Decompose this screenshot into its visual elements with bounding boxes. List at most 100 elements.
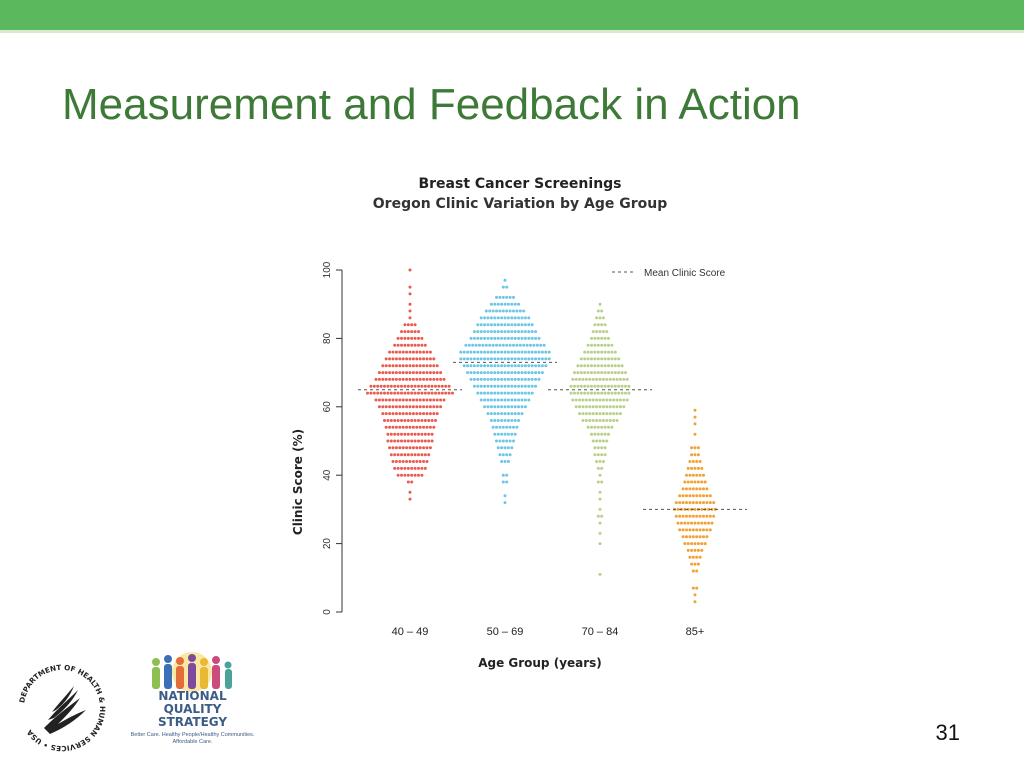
data-point xyxy=(598,302,602,306)
data-point xyxy=(596,309,600,313)
data-point xyxy=(583,384,587,388)
data-point xyxy=(590,425,593,429)
data-point xyxy=(520,350,524,354)
beeswarm-chart: 0 20 40 60 80 100 40 – 49 50 – 69 70 – 84 85+ Cl… xyxy=(291,261,747,670)
data-point xyxy=(377,405,381,409)
data-point xyxy=(405,412,409,416)
data-point xyxy=(411,377,415,381)
data-point xyxy=(590,350,593,354)
data-point xyxy=(439,398,443,402)
data-point xyxy=(462,357,466,361)
data-point xyxy=(496,398,500,402)
data-point xyxy=(400,439,403,443)
data-point xyxy=(389,453,393,457)
data-point xyxy=(505,439,509,443)
data-point xyxy=(698,487,702,491)
data-point xyxy=(401,425,405,429)
data-point xyxy=(586,371,590,375)
data-point xyxy=(400,336,403,340)
data-point xyxy=(695,535,699,539)
data-point xyxy=(679,521,683,525)
data-point xyxy=(428,398,432,402)
data-point xyxy=(500,412,504,416)
data-point xyxy=(489,364,493,368)
data-point xyxy=(418,412,422,416)
data-point xyxy=(486,391,490,395)
data-point xyxy=(513,377,517,381)
data-point xyxy=(506,323,510,327)
data-point xyxy=(506,446,510,450)
data-point xyxy=(503,330,507,334)
data-point xyxy=(439,405,443,409)
data-point xyxy=(476,336,480,340)
data-point xyxy=(377,371,381,375)
data-point xyxy=(427,453,431,457)
data-point xyxy=(523,391,527,395)
data-point xyxy=(417,343,420,347)
data-point xyxy=(523,398,527,402)
data-point xyxy=(707,507,711,511)
data-point xyxy=(685,501,688,505)
data-point xyxy=(598,507,602,511)
data-point xyxy=(540,364,544,368)
data-point xyxy=(678,501,682,505)
data-point xyxy=(581,405,585,409)
data-point xyxy=(596,350,600,354)
slide-title: Measurement and Feedback in Action xyxy=(62,80,801,129)
data-point xyxy=(691,528,695,532)
data-point xyxy=(503,364,507,368)
data-point xyxy=(425,371,429,375)
data-point xyxy=(423,466,427,470)
data-point xyxy=(691,555,695,559)
data-point xyxy=(598,330,602,334)
data-point xyxy=(517,336,521,340)
data-point xyxy=(513,323,517,327)
data-point xyxy=(383,419,386,422)
data-point xyxy=(598,473,602,477)
data-point xyxy=(593,364,597,368)
y-tick-label: 40 xyxy=(322,469,333,481)
data-point xyxy=(513,432,517,436)
data-point xyxy=(510,336,514,340)
data-point xyxy=(530,323,534,327)
data-point xyxy=(383,384,386,388)
data-point xyxy=(396,391,400,395)
data-point xyxy=(496,350,500,354)
data-point xyxy=(518,309,522,313)
data-point xyxy=(523,316,527,320)
data-point xyxy=(688,555,692,559)
data-point xyxy=(496,446,500,450)
data-point xyxy=(530,377,534,381)
data-point xyxy=(469,364,473,368)
data-point xyxy=(608,398,612,402)
data-point xyxy=(517,398,521,402)
data-point xyxy=(428,377,432,381)
data-point xyxy=(534,336,538,340)
data-point xyxy=(523,384,527,388)
data-point xyxy=(508,453,512,457)
people-silhouettes-icon xyxy=(152,652,232,692)
data-point xyxy=(598,542,602,546)
data-point xyxy=(612,377,616,381)
data-point xyxy=(513,350,517,354)
data-point xyxy=(573,391,576,395)
y-tick-label: 100 xyxy=(322,261,333,278)
data-point xyxy=(405,371,409,375)
data-point xyxy=(417,384,420,388)
data-point xyxy=(476,371,480,375)
data-point xyxy=(496,330,500,334)
data-point xyxy=(508,425,512,429)
data-point xyxy=(513,405,517,409)
data-point xyxy=(688,514,692,518)
data-point xyxy=(523,350,527,354)
data-point xyxy=(408,285,412,289)
data-point xyxy=(513,364,517,368)
nqs-tagline-1: Better Care. Healthy People/Healthy Comm… xyxy=(130,732,255,738)
data-point xyxy=(605,377,609,381)
data-point xyxy=(517,377,521,381)
data-point xyxy=(415,460,419,463)
data-point xyxy=(617,391,621,395)
data-point xyxy=(603,384,607,388)
data-point xyxy=(517,384,521,388)
data-point xyxy=(422,425,426,429)
